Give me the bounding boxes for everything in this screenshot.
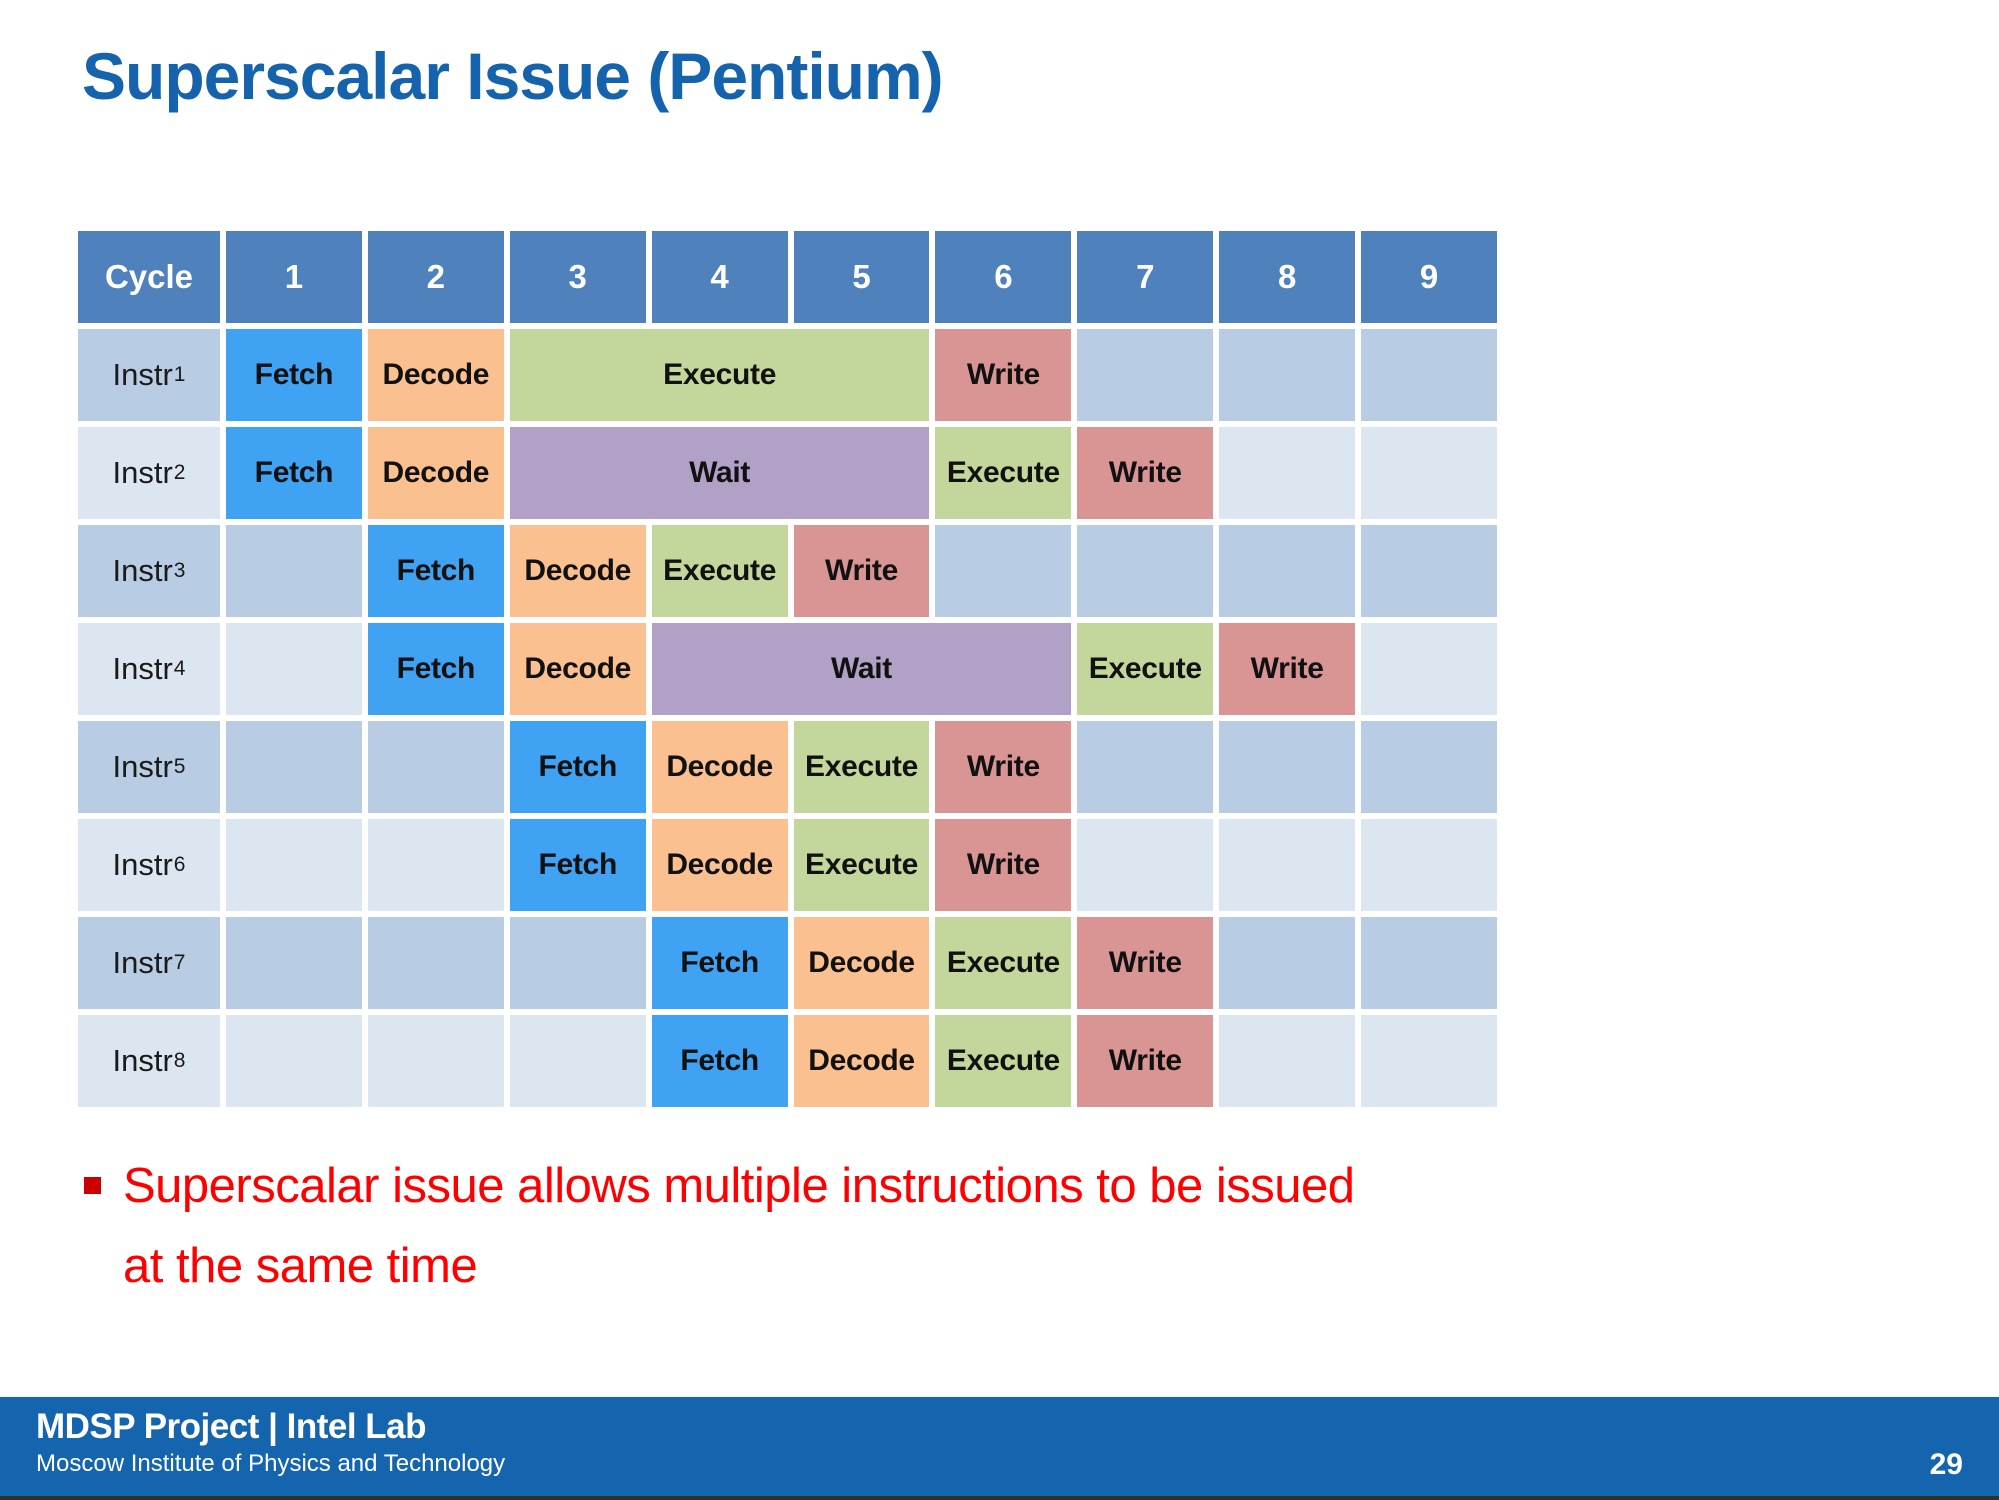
header-cell-9: 9 [1361,231,1497,323]
empty-cell [1077,819,1214,911]
empty-cell [1361,819,1497,911]
stage-cell-fetch: Fetch [367,525,504,617]
row-label: Instr 4 [78,623,220,715]
empty-cell [509,1015,646,1107]
row-label: Instr 2 [78,427,220,519]
stage-cell-execute: Execute [935,1015,1072,1107]
stage-cell-execute: Execute [935,427,1072,519]
bullet-square-icon [84,1177,101,1194]
empty-cell [226,1015,362,1107]
stage-cell-decode: Decode [509,623,646,715]
empty-cell [367,1015,504,1107]
stage-cell-decode: Decode [793,1015,930,1107]
empty-cell [1361,525,1497,617]
header-cell-8: 8 [1219,231,1356,323]
header-cell-1: 1 [226,231,362,323]
stage-cell-fetch: Fetch [367,623,504,715]
empty-cell [226,917,362,1009]
stage-cell-execute: Execute [935,917,1072,1009]
stage-cell-decode: Decode [651,721,788,813]
pipeline-grid: Cycle 1 2 3 4 5 6 7 8 9 Instr 1 Fetch Decode Execute Wr… [78,231,1497,1107]
stage-cell-fetch: Fetch [509,721,646,813]
stage-cell-write: Write [793,525,930,617]
stage-cell-wait: Wait [651,623,1072,715]
stage-cell-fetch: Fetch [509,819,646,911]
row-label: Instr 7 [78,917,220,1009]
bullet-text: Superscalar issue allows multiple instru… [123,1146,1355,1306]
stage-cell-execute: Execute [1077,623,1214,715]
empty-cell [1219,329,1356,421]
row-label: Instr 3 [78,525,220,617]
stage-cell-decode: Decode [793,917,930,1009]
header-cell-5: 5 [793,231,930,323]
header-cell-cycle: Cycle [78,231,220,323]
empty-cell [1361,623,1497,715]
stage-cell-write: Write [1219,623,1356,715]
empty-cell [1361,427,1497,519]
stage-cell-write: Write [935,721,1072,813]
stage-cell-write: Write [1077,917,1214,1009]
header-cell-2: 2 [367,231,504,323]
row-label: Instr 8 [78,1015,220,1107]
empty-cell [1361,329,1497,421]
bullet-text-line: Superscalar issue allows multiple instru… [123,1159,1355,1213]
page-title: Superscalar Issue (Pentium) [82,39,944,113]
footer-bar: MDSP Project | Intel Lab Moscow Institut… [0,1397,1999,1500]
stage-cell-wait: Wait [509,427,930,519]
empty-cell [1219,525,1356,617]
empty-cell [1219,917,1356,1009]
stage-cell-write: Write [935,819,1072,911]
stage-cell-write: Write [1077,427,1214,519]
stage-cell-fetch: Fetch [651,1015,788,1107]
header-cell-3: 3 [509,231,646,323]
empty-cell [1361,917,1497,1009]
header-cell-4: 4 [651,231,788,323]
pipeline-table: Cycle 1 2 3 4 5 6 7 8 9 Instr 1 Fetch Decode Execute Wr… [78,231,1497,1107]
empty-cell [1361,721,1497,813]
empty-cell [1077,721,1214,813]
row-label: Instr 6 [78,819,220,911]
empty-cell [226,525,362,617]
footer-institute: Moscow Institute of Physics and Technolo… [36,1450,506,1477]
stage-cell-execute: Execute [651,525,788,617]
stage-cell-fetch: Fetch [226,329,362,421]
stage-cell-execute: Execute [793,819,930,911]
stage-cell-execute: Execute [509,329,930,421]
bullet-item: Superscalar issue allows multiple instru… [84,1146,1844,1306]
empty-cell [226,623,362,715]
stage-cell-write: Write [1077,1015,1214,1107]
empty-cell [1219,721,1356,813]
empty-cell [1219,819,1356,911]
stage-cell-fetch: Fetch [651,917,788,1009]
empty-cell [1219,427,1356,519]
header-cell-6: 6 [935,231,1072,323]
stage-cell-write: Write [935,329,1072,421]
empty-cell [1077,329,1214,421]
empty-cell [367,819,504,911]
empty-cell [1219,1015,1356,1107]
bullet-text-line: at the same time [123,1239,478,1293]
empty-cell [509,917,646,1009]
empty-cell [226,819,362,911]
stage-cell-decode: Decode [367,329,504,421]
stage-cell-decode: Decode [509,525,646,617]
stage-cell-execute: Execute [793,721,930,813]
stage-cell-decode: Decode [367,427,504,519]
row-label: Instr 1 [78,329,220,421]
footer-text: MDSP Project | Intel Lab Moscow Institut… [36,1405,505,1479]
row-label: Instr 5 [78,721,220,813]
empty-cell [935,525,1072,617]
empty-cell [226,721,362,813]
empty-cell [1361,1015,1497,1107]
empty-cell [1077,525,1214,617]
empty-cell [367,721,504,813]
stage-cell-decode: Decode [651,819,788,911]
page-number: 29 [1929,1448,1963,1481]
header-cell-7: 7 [1077,231,1214,323]
empty-cell [367,917,504,1009]
footer-project: MDSP Project | Intel Lab [36,1407,427,1446]
stage-cell-fetch: Fetch [226,427,362,519]
